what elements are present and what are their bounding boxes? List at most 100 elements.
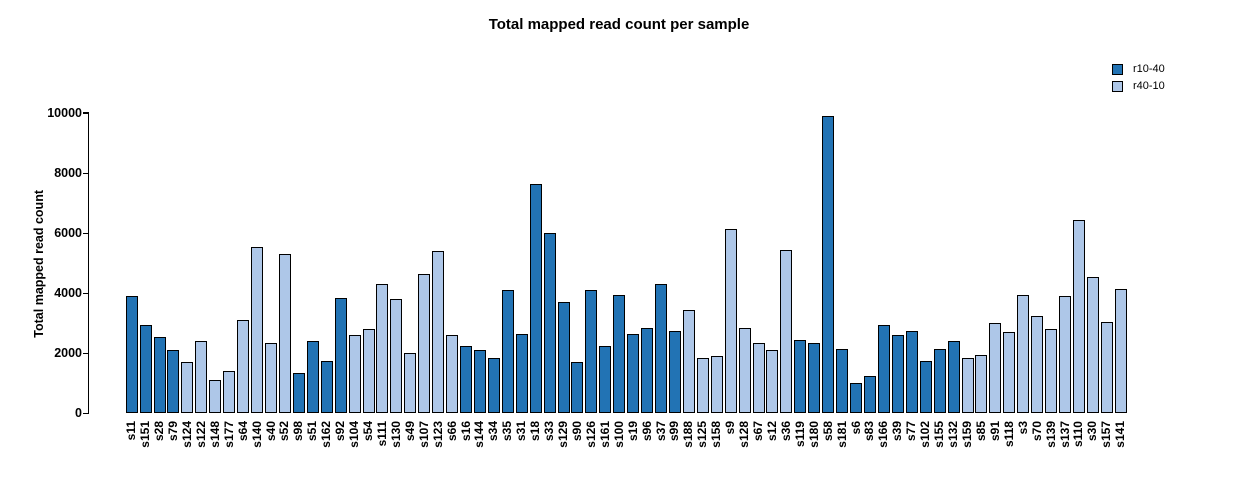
x-label-s6: s6: [848, 420, 863, 434]
x-label-s35: s35: [500, 420, 515, 441]
bar-s188: [682, 309, 695, 414]
bar-s107: [418, 273, 431, 414]
bar-s132: [947, 341, 960, 414]
bar-s155: [933, 348, 946, 414]
x-label-s177: s177: [221, 420, 236, 448]
bar-s124: [181, 362, 194, 414]
bar-s177: [223, 371, 236, 414]
x-label-s104: s104: [347, 420, 362, 448]
bar-s9: [724, 228, 737, 414]
x-label-s102: s102: [918, 420, 933, 448]
x-label-s91: s91: [987, 420, 1002, 441]
y-tick-mark: [83, 112, 89, 114]
bar-s36: [780, 249, 793, 414]
bar-s122: [195, 341, 208, 414]
x-label-s37: s37: [653, 420, 668, 441]
x-label-s36: s36: [778, 420, 793, 441]
x-label-s92: s92: [333, 420, 348, 441]
bar-s77: [905, 330, 918, 414]
x-label-s18: s18: [528, 420, 543, 441]
bar-s129: [557, 302, 570, 414]
bar-s34: [487, 357, 500, 414]
y-tick-label: 10000: [47, 106, 82, 121]
x-label-s125: s125: [695, 420, 710, 448]
x-label-s130: s130: [388, 420, 403, 448]
bar-s96: [641, 327, 654, 414]
bar-s30: [1086, 276, 1099, 414]
bar-s159: [961, 357, 974, 414]
x-label-s77: s77: [904, 420, 919, 441]
bar-s166: [877, 324, 890, 414]
y-tick-label: 6000: [54, 226, 82, 241]
x-label-s126: s126: [583, 420, 598, 448]
bar-s37: [655, 284, 668, 414]
y-tick-label: 4000: [54, 286, 82, 301]
x-label-s100: s100: [611, 420, 626, 448]
x-label-s79: s79: [165, 420, 180, 441]
x-label-s96: s96: [639, 420, 654, 441]
bar-s67: [752, 342, 765, 414]
bar-s140: [251, 246, 264, 414]
bar-s126: [585, 290, 598, 414]
bar-s99: [668, 330, 681, 414]
bar-s180: [808, 342, 821, 414]
bar-s119: [794, 339, 807, 414]
bar-s35: [501, 290, 514, 414]
bar-s70: [1031, 315, 1044, 414]
y-axis-line: [88, 112, 90, 414]
bar-s39: [891, 335, 904, 414]
x-label-s85: s85: [973, 420, 988, 441]
bar-s100: [613, 294, 626, 414]
bar-s11: [125, 296, 138, 414]
x-label-s144: s144: [472, 420, 487, 448]
y-axis-title: Total mapped read count: [32, 189, 46, 338]
bar-s128: [738, 327, 751, 414]
bar-s110: [1072, 219, 1085, 414]
x-label-s128: s128: [737, 420, 752, 448]
x-label-s137: s137: [1057, 420, 1072, 448]
y-tick-label: 2000: [54, 346, 82, 361]
y-tick-label: 0: [75, 406, 82, 421]
x-label-s51: s51: [305, 420, 320, 441]
x-label-s188: s188: [681, 420, 696, 448]
y-tick-mark: [83, 172, 89, 174]
x-label-s31: s31: [514, 420, 529, 441]
bar-s148: [209, 380, 222, 414]
bar-s130: [390, 299, 403, 414]
x-label-s181: s181: [834, 420, 849, 448]
x-label-s9: s9: [723, 420, 738, 434]
bar-s137: [1059, 296, 1071, 414]
x-label-s28: s28: [152, 420, 167, 441]
bar-s58: [822, 116, 835, 414]
bar-s98: [292, 372, 305, 414]
bar-s6: [850, 383, 863, 414]
chart-title: Total mapped read count per sample: [488, 16, 750, 33]
x-label-s110: s110: [1071, 420, 1086, 447]
bar-s144: [473, 350, 486, 414]
x-label-s139: s139: [1043, 420, 1058, 448]
legend-label-r40-10: r40-10: [1133, 80, 1165, 92]
bar-s3: [1017, 294, 1030, 414]
x-label-s99: s99: [667, 420, 682, 441]
bar-s111: [376, 284, 389, 414]
y-tick-mark: [83, 232, 89, 234]
x-label-s118: s118: [1001, 420, 1016, 447]
x-label-s141: s141: [1113, 420, 1128, 448]
x-label-s54: s54: [361, 420, 375, 441]
bar-s16: [460, 345, 473, 414]
x-label-s52: s52: [277, 420, 292, 441]
legend-swatch-r10-40: [1112, 64, 1123, 75]
bar-s90: [571, 362, 584, 414]
bar-s91: [989, 323, 1002, 414]
bar-s123: [432, 251, 445, 414]
bar-s141: [1114, 288, 1127, 414]
bar-s151: [139, 324, 152, 414]
x-label-s19: s19: [625, 420, 640, 441]
x-label-s16: s16: [458, 420, 473, 441]
x-label-s34: s34: [486, 420, 501, 441]
y-axis-title-box: Total mapped read count: [30, 113, 48, 414]
x-label-s158: s158: [709, 420, 724, 448]
bar-s102: [919, 360, 932, 414]
bar-s118: [1003, 332, 1016, 414]
x-label-s148: s148: [207, 420, 222, 448]
